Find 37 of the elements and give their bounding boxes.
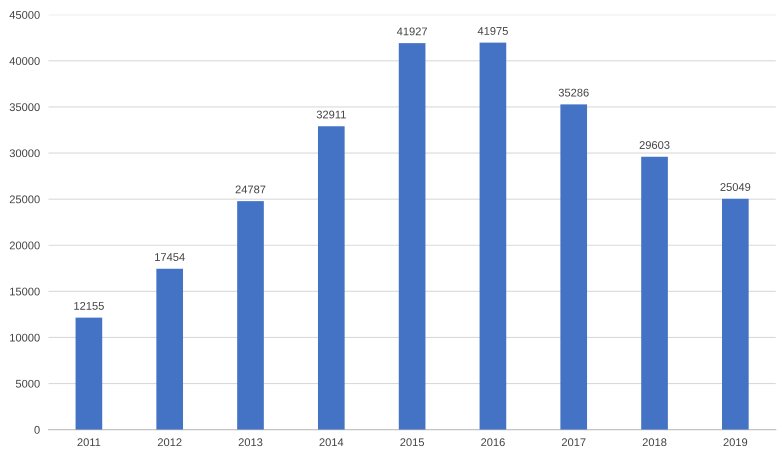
x-tick-label: 2015 — [400, 438, 424, 446]
y-tick-label: 15000 — [10, 288, 40, 296]
y-tick-label: 10000 — [10, 334, 40, 342]
x-tick-label: 2013 — [238, 438, 262, 446]
data-label: 35286 — [558, 88, 589, 97]
bar — [722, 198, 749, 430]
y-tick-label: 0 — [34, 426, 40, 434]
y-tick-label: 40000 — [10, 57, 40, 65]
x-tick-label: 2011 — [78, 438, 100, 446]
bar — [156, 268, 184, 430]
y-tick-label: 30000 — [10, 149, 40, 158]
y-tick-label: 25000 — [10, 195, 40, 204]
x-tick-label: 2016 — [481, 438, 505, 446]
data-label: 29603 — [640, 141, 670, 149]
bar — [641, 156, 668, 430]
data-label: 25049 — [720, 183, 750, 191]
data-label: 32911 — [316, 110, 346, 118]
data-label: 24787 — [236, 185, 266, 194]
data-label: 41975 — [478, 27, 508, 35]
y-tick-label: 20000 — [10, 242, 40, 250]
bar — [560, 104, 588, 430]
x-tick-label: 2017 — [562, 438, 586, 446]
data-label: 17454 — [155, 253, 185, 261]
x-tick-label: 2012 — [158, 438, 182, 446]
data-label: 41927 — [396, 27, 428, 36]
y-tick-label: 35000 — [10, 103, 40, 112]
bar — [480, 42, 506, 430]
bar — [76, 318, 102, 430]
y-tick-label: 5000 — [16, 380, 40, 388]
x-tick-label: 2019 — [724, 438, 748, 446]
x-tick-label: 2018 — [642, 438, 666, 446]
data-label: 12155 — [74, 302, 104, 310]
y-tick-label: 45000 — [10, 11, 40, 19]
bar — [318, 126, 345, 430]
x-tick-label: 2014 — [320, 438, 344, 446]
bar — [398, 43, 426, 430]
bar — [237, 201, 264, 430]
